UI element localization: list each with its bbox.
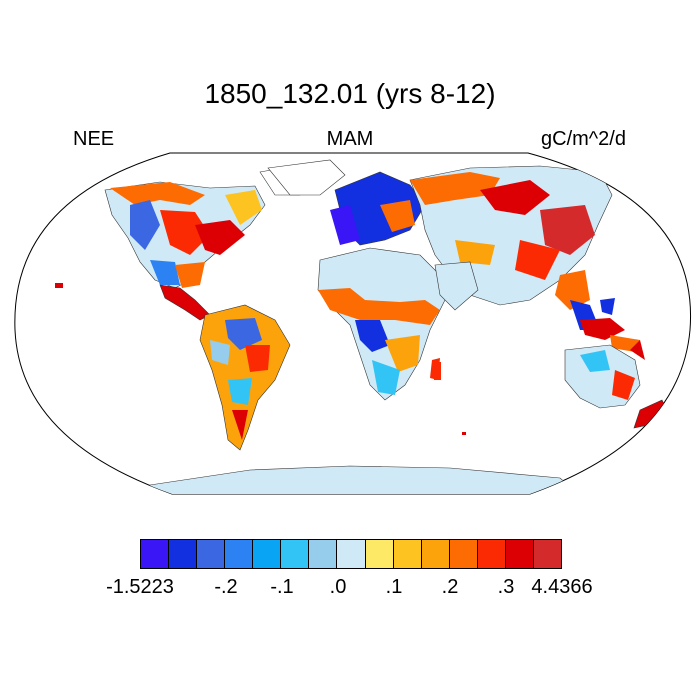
colorbar	[140, 539, 562, 569]
greenland	[267, 159, 346, 196]
australia	[564, 340, 645, 409]
colorbar-swatch	[393, 540, 422, 568]
africa	[317, 247, 446, 401]
arabia	[434, 261, 479, 311]
colorbar-tick-label: .3	[497, 576, 515, 598]
colorbar-tick-label: -.1	[270, 576, 294, 598]
colorbar-swatch	[449, 540, 478, 568]
colorbar-swatch	[141, 540, 170, 568]
colorbar-tick-label: -1.5223	[106, 576, 174, 598]
colorbar-tick-label: .0	[329, 576, 347, 598]
units-label: gC/m^2/d	[541, 128, 626, 150]
colorbar-swatch	[309, 540, 338, 568]
variable-label: NEE	[73, 128, 115, 150]
colorbar-swatch	[225, 540, 254, 568]
madagascar	[434, 362, 441, 380]
colorbar-swatch	[533, 540, 561, 568]
small-island	[462, 432, 466, 435]
hawaii	[55, 283, 63, 288]
colorbar-swatch	[253, 540, 282, 568]
colorbar-swatch	[421, 540, 450, 568]
colorbar-tick-label: .1	[385, 576, 403, 598]
colorbar-tick-label: .2	[441, 576, 459, 598]
colorbar-tick-label: 4.4366	[531, 576, 593, 598]
season-label: MAM	[326, 128, 374, 150]
colorbar-swatch	[365, 540, 394, 568]
antarctica	[149, 465, 581, 494]
colorbar-swatch	[477, 540, 506, 568]
south-america	[199, 304, 291, 451]
europe	[330, 171, 426, 246]
colorbar-swatch	[337, 540, 366, 568]
colorbar-swatch	[169, 540, 198, 568]
colorbar-tick-label: -.2	[214, 576, 238, 598]
colorbar-swatch	[281, 540, 310, 568]
colorbar-swatch	[197, 540, 226, 568]
colorbar-swatch	[505, 540, 534, 568]
plot-title: 1850_132.01 (yrs 8-12)	[204, 78, 496, 109]
